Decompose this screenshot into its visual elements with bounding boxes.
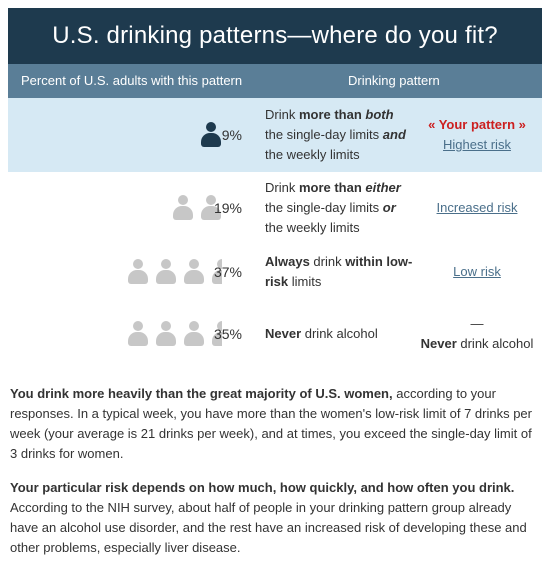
people-icons <box>127 300 222 368</box>
increased-risk-link[interactable]: Increased risk <box>436 200 518 215</box>
pattern-row-low: 37% Always drink within low-risk limits … <box>8 244 542 300</box>
person-icon <box>127 259 149 285</box>
person-icon <box>200 195 222 221</box>
risk-cell: Increased risk <box>418 172 536 244</box>
pattern-row-increased: 19% Drink more than either the single-da… <box>8 172 542 244</box>
person-icon <box>211 259 222 285</box>
risk-cell: Low risk <box>418 244 536 300</box>
risk-cell: « Your pattern » Highest risk <box>418 98 536 172</box>
pattern-description: Always drink within low-risk limits <box>265 254 413 289</box>
person-icon <box>200 122 222 148</box>
pattern-description: Drink more than either the single-day li… <box>265 180 401 235</box>
percent-value: 19% <box>213 200 242 216</box>
percent-value: 9% <box>221 127 242 143</box>
pattern-description: Never drink alcohol <box>265 326 378 341</box>
risk-dash: — <box>470 316 484 331</box>
people-icons <box>200 98 222 172</box>
person-icon <box>155 321 177 347</box>
column-header-percent: Percent of U.S. adults with this pattern <box>21 73 243 88</box>
page-title: U.S. drinking patterns—where do you fit? <box>8 8 542 64</box>
pattern-row-highest: 9% Drink more than both the single-day l… <box>8 98 542 172</box>
percent-value: 37% <box>213 264 242 280</box>
pattern-row-never: 35% Never drink alcohol — Never drink al… <box>8 300 542 368</box>
pattern-description: Drink more than both the single-day limi… <box>265 107 406 162</box>
person-icon <box>127 321 149 347</box>
people-icons <box>127 244 222 300</box>
person-icon <box>211 321 222 347</box>
person-icon <box>172 195 194 221</box>
summary-paragraph: You drink more heavily than the great ma… <box>10 386 532 461</box>
column-header-bar: Percent of U.S. adults with this pattern… <box>8 64 542 98</box>
person-icon <box>183 259 205 285</box>
risk-cell: — Never drink alcohol <box>420 316 534 351</box>
your-pattern-label: « Your pattern » <box>428 117 526 132</box>
column-header-pattern: Drinking pattern <box>348 73 440 88</box>
person-icon <box>183 321 205 347</box>
people-icons <box>172 172 222 244</box>
person-icon <box>155 259 177 285</box>
low-risk-link[interactable]: Low risk <box>453 264 501 279</box>
never-label: Never <box>420 336 457 351</box>
percent-value: 35% <box>213 326 242 342</box>
risk-paragraph: Your particular risk depends on how much… <box>10 480 527 555</box>
highest-risk-link[interactable]: Highest risk <box>443 137 511 152</box>
